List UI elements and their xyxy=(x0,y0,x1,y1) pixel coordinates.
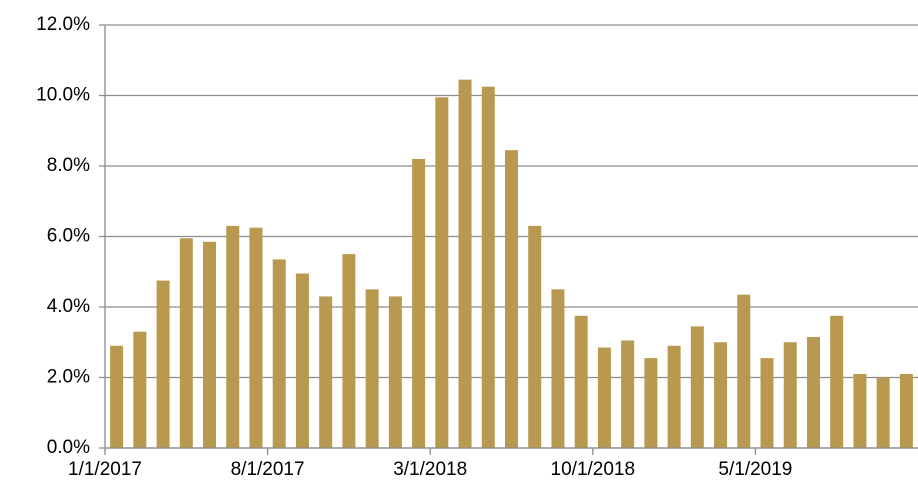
bar xyxy=(272,259,286,448)
bar xyxy=(179,238,193,448)
bar xyxy=(830,315,844,448)
bar xyxy=(597,347,611,448)
bar xyxy=(435,97,449,448)
bar xyxy=(226,225,240,448)
bar xyxy=(365,289,379,448)
bar xyxy=(853,373,867,448)
bar xyxy=(714,342,728,448)
x-tick-label: 8/1/2017 xyxy=(231,459,305,480)
bar xyxy=(737,294,751,448)
x-tick-label: 5/1/2019 xyxy=(718,459,792,480)
y-tick-label: 2.0% xyxy=(47,367,90,388)
y-tick-label: 6.0% xyxy=(47,226,90,247)
y-tick-label: 8.0% xyxy=(47,155,90,176)
bar xyxy=(621,340,635,448)
bar xyxy=(876,377,890,448)
bar xyxy=(319,296,333,448)
bar xyxy=(667,345,681,448)
bar xyxy=(412,158,426,448)
bar xyxy=(504,150,519,448)
bar xyxy=(551,289,565,448)
bar xyxy=(458,79,472,448)
bar xyxy=(249,227,263,448)
bar xyxy=(295,273,309,448)
bar xyxy=(690,326,704,448)
x-tick-label: 1/1/2017 xyxy=(68,459,142,480)
bar xyxy=(481,86,495,448)
bar xyxy=(806,336,820,448)
y-tick-label: 12.0% xyxy=(36,14,90,35)
y-tick-label: 4.0% xyxy=(47,296,90,317)
bar xyxy=(388,296,402,448)
bar xyxy=(110,345,124,448)
bar xyxy=(899,373,913,448)
bar xyxy=(783,342,797,448)
bar xyxy=(644,358,658,448)
bar xyxy=(133,331,147,448)
bar xyxy=(156,280,170,448)
bar xyxy=(203,241,217,448)
x-tick-label: 10/1/2018 xyxy=(551,459,636,480)
bar xyxy=(528,225,542,448)
y-tick-label: 10.0% xyxy=(36,85,90,106)
bar xyxy=(342,254,356,448)
bar xyxy=(760,358,774,448)
y-tick-label: 0.0% xyxy=(47,437,90,458)
x-tick-label: 3/1/2018 xyxy=(393,459,467,480)
bar xyxy=(574,315,588,448)
